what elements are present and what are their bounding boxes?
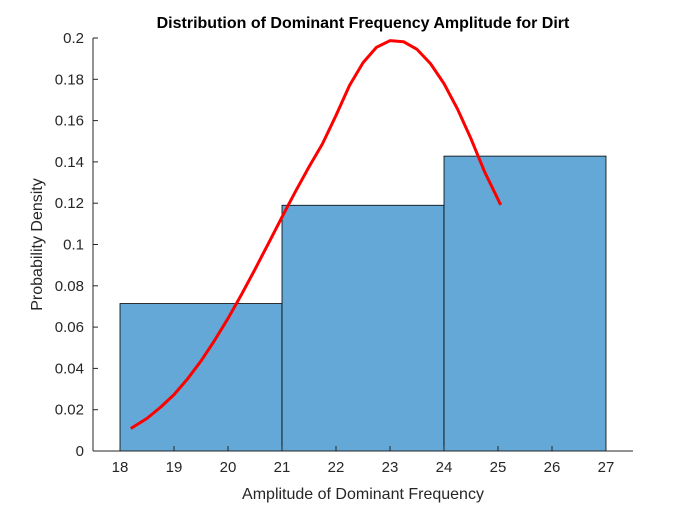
y-tick-label: 0.06 [55,319,84,336]
x-tick-label: 23 [382,459,399,476]
y-tick-label: 0.02 [55,402,84,419]
x-tick-label: 24 [436,459,453,476]
y-tick-label: 0.14 [55,154,84,171]
density-curve-line [130,39,503,430]
histogram-bar-3 [443,155,607,452]
x-tick-label: 21 [274,459,291,476]
y-tick-label: 0.04 [55,360,84,377]
y-tick-label: 0.1 [63,237,84,254]
y-tick-label: 0.2 [63,30,84,47]
histogram-bar-2 [281,204,445,452]
x-axis-label: Amplitude of Dominant Frequency [242,486,484,503]
x-tick-label: 27 [598,459,615,476]
x-tick-label: 20 [220,459,237,476]
y-tick-label: 0.16 [55,113,84,130]
density-curve-layer [130,39,503,430]
x-tick-label: 18 [112,459,129,476]
chart-title: Distribution of Dominant Frequency Ampli… [157,15,570,32]
x-tick-label: 22 [328,459,345,476]
y-axis-label: Probability Density [29,178,46,311]
histogram-bars [119,155,607,452]
y-axis-ticks: 0 0.02 0.04 0.06 0.08 0.1 0.12 0.14 0.16 0.18 0.2 [55,30,98,460]
y-tick-label: 0.08 [55,278,84,295]
y-tick-label: 0.18 [55,71,84,88]
y-tick-label: 0.12 [55,195,84,212]
x-tick-label: 25 [490,459,507,476]
histogram-bar-1 [119,303,283,452]
x-tick-label: 19 [166,459,183,476]
x-axis-ticks: 18 19 20 21 22 23 24 25 26 27 [112,446,615,476]
x-tick-label: 26 [544,459,561,476]
y-tick-label: 0 [76,443,84,460]
